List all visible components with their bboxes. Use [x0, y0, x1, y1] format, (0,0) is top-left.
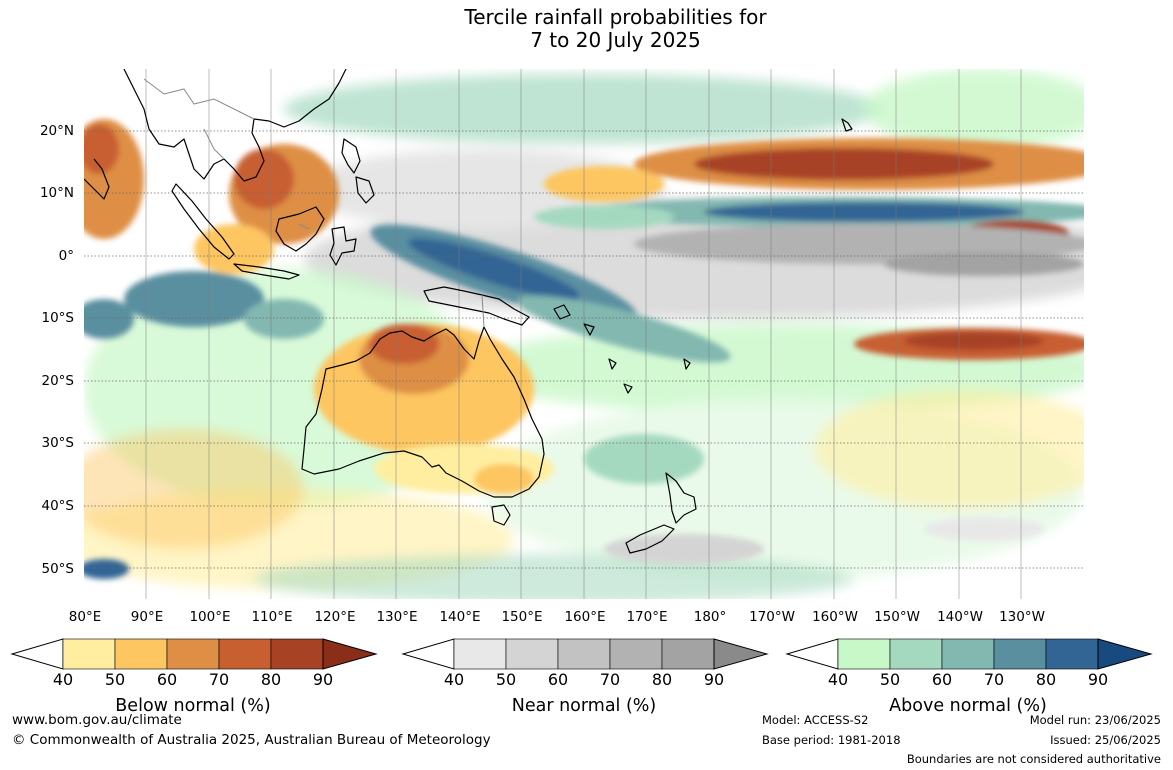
lon-label-100e: 100°E — [189, 609, 231, 625]
lon-label-160e: 160°E — [564, 609, 606, 625]
near-tick-40: 40 — [443, 670, 465, 689]
lon-label-170w: 170°W — [749, 609, 795, 625]
below-swatch-1 — [62, 638, 116, 670]
near-normal-colorbar — [401, 638, 769, 670]
near-tick-60: 60 — [547, 670, 569, 689]
lon-label-170e: 170°E — [626, 609, 668, 625]
lon-label-140w: 140°W — [937, 609, 983, 625]
lon-label-150w: 150°W — [874, 609, 920, 625]
source-url: www.bom.gov.au/climate — [12, 712, 182, 728]
above-normal-colorbar — [785, 638, 1153, 670]
below-tick-50: 50 — [104, 670, 126, 689]
lat-label-10n: 10°N — [39, 185, 74, 201]
near-swatch-3 — [557, 638, 611, 670]
lat-label-30s: 30°S — [41, 435, 75, 451]
lon-label-130w: 130°W — [999, 609, 1045, 625]
above-swatch-4 — [993, 638, 1047, 670]
near-swatch-2 — [505, 638, 559, 670]
near-tick-80: 80 — [651, 670, 673, 689]
near-swatch-6 — [713, 638, 769, 670]
above-swatch-6 — [1097, 638, 1153, 670]
lat-label-10s: 10°S — [41, 310, 75, 326]
near-tick-90: 90 — [703, 670, 725, 689]
below-tick-70: 70 — [208, 670, 230, 689]
above-tick-80: 80 — [1035, 670, 1057, 689]
lat-label-0: 0° — [58, 248, 74, 264]
lon-label-160w: 160°W — [812, 609, 858, 625]
below-swatch-5 — [270, 638, 324, 670]
above-tick-60: 60 — [931, 670, 953, 689]
lat-label-20n: 20°N — [39, 123, 74, 139]
below-swatch-2 — [114, 638, 168, 670]
below-tick-40: 40 — [52, 670, 74, 689]
near-swatch-5 — [661, 638, 715, 670]
rainfall-probability-map — [84, 69, 1084, 599]
lon-label-180: 180° — [693, 609, 727, 625]
lat-label-20s: 20°S — [41, 373, 75, 389]
lon-label-110e: 110°E — [251, 609, 293, 625]
lat-label-40s: 40°S — [41, 498, 75, 514]
above-tick-50: 50 — [879, 670, 901, 689]
above-swatch-3 — [941, 638, 995, 670]
below-swatch-4 — [218, 638, 272, 670]
near-normal-title: Near normal (%) — [511, 696, 657, 716]
near-tick-50: 50 — [495, 670, 517, 689]
below-normal-title: Below normal (%) — [115, 696, 271, 716]
boundary-disclaimer: Boundaries are not considered authoritat… — [906, 752, 1161, 766]
above-tick-40: 40 — [827, 670, 849, 689]
above-tick-70: 70 — [983, 670, 1005, 689]
base-period: Base period: 1981-2018 — [762, 733, 901, 747]
model-name: Model: ACCESS-S2 — [762, 713, 869, 727]
below-swatch-6 — [322, 638, 378, 670]
lon-label-90e: 90°E — [130, 609, 164, 625]
below-tick-60: 60 — [156, 670, 178, 689]
map-title-line2: 7 to 20 July 2025 — [530, 28, 701, 52]
lon-label-130e: 130°E — [376, 609, 418, 625]
model-run-date: Model run: 23/06/2025 — [1029, 713, 1161, 727]
issued-date: Issued: 25/06/2025 — [1050, 733, 1161, 747]
near-tick-70: 70 — [599, 670, 621, 689]
above-swatch-1 — [837, 638, 891, 670]
below-swatch-3 — [166, 638, 220, 670]
below-normal-colorbar — [10, 638, 378, 670]
lon-label-140e: 140°E — [439, 609, 481, 625]
above-swatch-2 — [889, 638, 943, 670]
copyright-notice: © Commonwealth of Australia 2025, Austra… — [12, 732, 491, 748]
lon-label-80e: 80°E — [68, 609, 102, 625]
below-tick-90: 90 — [312, 670, 334, 689]
above-normal-title: Above normal (%) — [889, 696, 1047, 716]
near-swatch-4 — [609, 638, 663, 670]
lon-label-150e: 150°E — [501, 609, 543, 625]
near-swatch-1 — [453, 638, 507, 670]
map-title-line1: Tercile rainfall probabilities for — [464, 5, 767, 29]
above-swatch-5 — [1045, 638, 1099, 670]
lon-label-120e: 120°E — [314, 609, 356, 625]
above-tick-90: 90 — [1087, 670, 1109, 689]
below-tick-80: 80 — [260, 670, 282, 689]
lat-label-50s: 50°S — [41, 561, 75, 577]
